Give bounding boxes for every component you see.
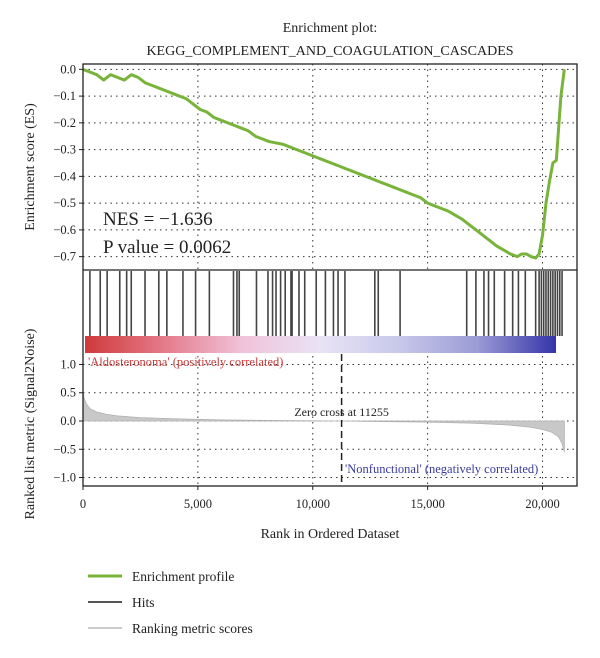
ranking-metric-area xyxy=(83,389,565,453)
rank-y-tick-label: 1.0 xyxy=(60,357,76,371)
chart-legend: Enrichment profile Hits Ranking metric sco… xyxy=(88,569,253,636)
chart-title-line1: Enrichment plot: xyxy=(283,21,377,36)
x-tick-label: 0 xyxy=(80,497,86,511)
plot-frame xyxy=(82,63,578,487)
enrichment-profile-line xyxy=(82,67,566,260)
negative-correlation-label: 'Nonfunctional' (negatively correlated) xyxy=(345,462,538,476)
hits-bars xyxy=(89,271,563,336)
legend-label: Hits xyxy=(132,595,155,610)
legend-label: Enrichment profile xyxy=(132,569,234,584)
es-y-axis-ticks: 0.0 −0.1 −0.2 −0.3 −0.4 −0.5 −0.6 −0.7 xyxy=(53,62,83,264)
legend-label: Ranking metric scores xyxy=(132,621,253,636)
x-tick-label: 10,000 xyxy=(296,497,330,511)
rank-y-tick-label: 0.5 xyxy=(60,386,76,400)
ranking-gradient-bar xyxy=(85,336,556,353)
es-y-tick-label: −0.3 xyxy=(53,143,76,157)
rank-y-axis-ticks: 1.0 0.5 0.0 −0.5 −1.0 xyxy=(53,357,83,485)
x-tick-label: 15,000 xyxy=(410,497,444,511)
rank-y-axis-label: Ranked list metric (Signal2Noise) xyxy=(23,328,38,519)
es-y-tick-label: −0.4 xyxy=(53,169,76,183)
zero-cross-label: Zero cross at 11255 xyxy=(294,405,389,419)
x-axis-label: Rank in Ordered Dataset xyxy=(261,527,400,542)
rank-y-tick-label: −1.0 xyxy=(53,471,76,485)
nes-annotation: NES = −1.636 xyxy=(103,209,213,230)
chart-title-line2: KEGG_COMPLEMENT_AND_COAGULATION_CASCADES xyxy=(146,44,513,59)
es-y-tick-label: −0.6 xyxy=(53,223,76,237)
x-axis-ticks: 0 5,000 10,000 15,000 20,000 xyxy=(80,486,560,511)
pvalue-annotation: P value = 0.0062 xyxy=(103,237,231,258)
es-y-tick-label: 0.0 xyxy=(60,62,76,76)
es-y-tick-label: −0.5 xyxy=(53,196,76,210)
es-y-tick-label: −0.2 xyxy=(53,116,76,130)
rank-y-tick-label: 0.0 xyxy=(60,414,76,428)
x-tick-label: 20,000 xyxy=(525,497,559,511)
es-y-tick-label: −0.1 xyxy=(53,89,76,103)
x-tick-label: 5,000 xyxy=(184,497,212,511)
rank-y-tick-label: −0.5 xyxy=(53,442,76,456)
positive-correlation-label: 'Aldosteronoma' (positively correlated) xyxy=(88,355,283,369)
es-y-tick-label: −0.7 xyxy=(53,250,76,264)
es-y-axis-label: Enrichment score (ES) xyxy=(23,103,38,231)
